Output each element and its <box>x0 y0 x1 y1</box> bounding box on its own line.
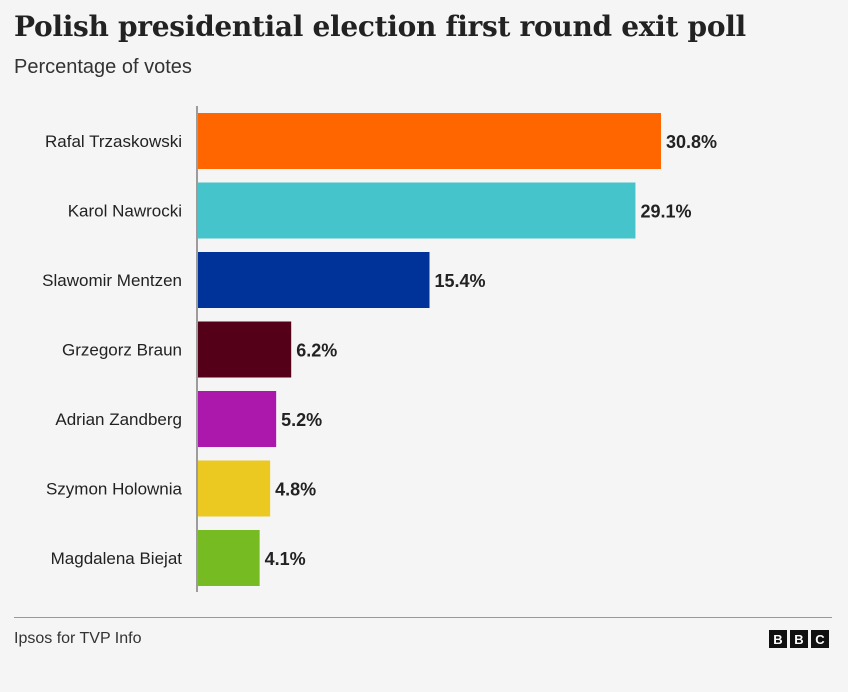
chart-subtitle: Percentage of votes <box>14 56 192 78</box>
value-label: 29.1% <box>640 202 691 222</box>
bbc-logo-letter: C <box>811 630 829 648</box>
category-label: Szymon Holownia <box>46 480 183 499</box>
bbc-logo-letter: B <box>769 630 787 648</box>
category-label: Adrian Zandberg <box>55 410 182 429</box>
category-label: Slawomir Mentzen <box>42 271 182 290</box>
bar <box>198 530 260 586</box>
bar <box>198 182 636 239</box>
chart-title: Polish presidential election first round… <box>14 10 746 43</box>
bar <box>198 460 271 517</box>
bbc-logo-letter: B <box>790 630 808 648</box>
value-label: 4.8% <box>275 480 316 500</box>
category-label: Karol Nawrocki <box>68 202 182 221</box>
source-note: Ipsos for TVP Info <box>14 630 142 647</box>
value-label: 15.4% <box>435 271 486 291</box>
bbc-logo: B B C <box>769 630 829 648</box>
bar <box>198 113 661 169</box>
value-label: 4.1% <box>265 549 306 569</box>
bar-chart: Rafal Trzaskowski 30.8% Karol Nawrocki 29.1… <box>42 106 717 592</box>
bar <box>198 252 430 308</box>
value-label: 30.8% <box>666 132 717 152</box>
footer-divider <box>14 617 832 618</box>
category-label: Magdalena Biejat <box>51 549 183 568</box>
bar <box>198 321 292 378</box>
value-label: 5.2% <box>281 410 322 430</box>
category-label: Grzegorz Braun <box>62 341 182 360</box>
value-label: 6.2% <box>296 341 337 361</box>
bar <box>198 391 277 447</box>
category-label: Rafal Trzaskowski <box>45 132 182 151</box>
